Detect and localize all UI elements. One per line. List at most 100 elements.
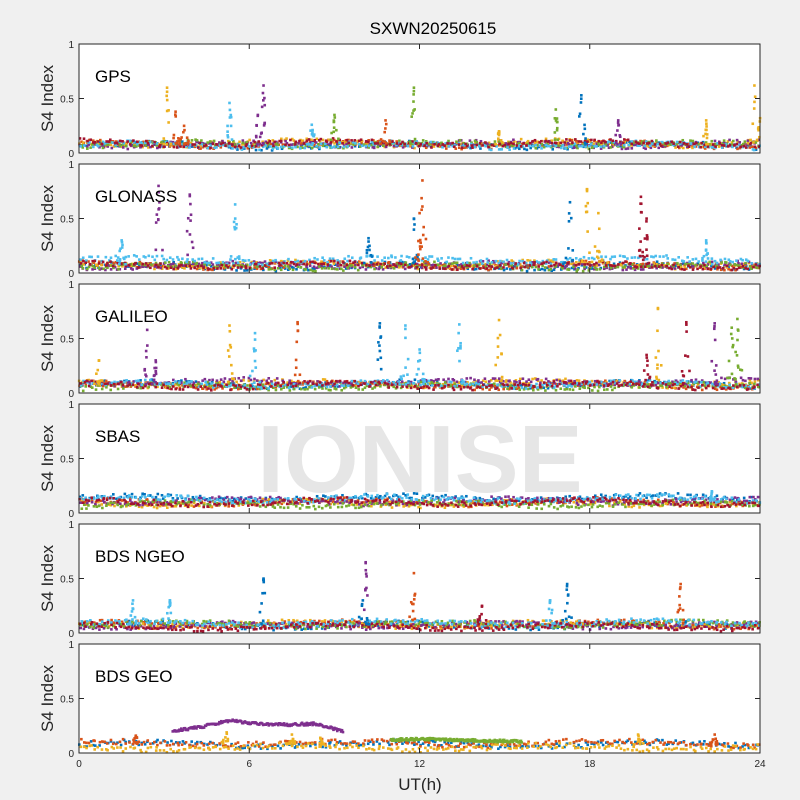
data-point bbox=[297, 141, 300, 145]
data-point bbox=[410, 264, 413, 268]
data-point bbox=[315, 383, 319, 386]
data-point bbox=[438, 267, 442, 270]
data-point bbox=[333, 138, 336, 142]
data-point bbox=[186, 385, 190, 389]
data-point bbox=[440, 141, 443, 145]
data-point bbox=[748, 381, 751, 385]
data-point bbox=[510, 387, 513, 390]
data-point bbox=[671, 258, 674, 261]
data-point bbox=[191, 260, 195, 264]
data-point bbox=[616, 143, 619, 146]
data-point bbox=[736, 147, 739, 151]
data-point bbox=[412, 109, 415, 112]
data-point bbox=[221, 139, 224, 143]
data-point bbox=[415, 253, 419, 257]
data-point bbox=[414, 141, 418, 145]
data-point bbox=[753, 95, 757, 99]
data-point bbox=[586, 201, 590, 205]
data-point bbox=[394, 264, 397, 268]
data-point bbox=[626, 147, 630, 150]
data-point bbox=[532, 388, 535, 392]
data-point bbox=[246, 146, 250, 150]
data-point bbox=[691, 258, 695, 261]
data-point bbox=[490, 143, 494, 147]
data-point bbox=[512, 261, 516, 265]
data-point bbox=[149, 378, 152, 382]
data-point bbox=[725, 266, 729, 269]
data-point bbox=[690, 385, 693, 389]
data-point bbox=[708, 260, 711, 264]
data-point bbox=[533, 138, 537, 142]
data-point bbox=[507, 260, 511, 264]
data-point bbox=[299, 387, 303, 391]
data-point bbox=[400, 143, 404, 147]
data-point bbox=[184, 145, 188, 148]
data-point bbox=[420, 245, 423, 248]
data-point bbox=[460, 265, 464, 268]
data-point bbox=[623, 379, 626, 383]
data-point bbox=[620, 147, 624, 151]
data-point bbox=[251, 384, 254, 388]
data-point bbox=[218, 144, 222, 147]
data-point bbox=[605, 382, 608, 385]
data-point bbox=[574, 264, 578, 267]
data-point bbox=[420, 259, 424, 262]
data-point bbox=[236, 384, 239, 387]
data-point bbox=[519, 383, 522, 387]
data-point bbox=[379, 262, 382, 266]
data-point bbox=[529, 261, 532, 264]
data-point bbox=[153, 258, 157, 262]
data-point bbox=[86, 267, 89, 271]
data-point bbox=[414, 256, 417, 259]
data-point bbox=[213, 388, 216, 391]
data-point bbox=[542, 381, 546, 384]
data-point bbox=[135, 142, 139, 146]
data-point bbox=[451, 141, 454, 145]
data-point bbox=[219, 142, 223, 146]
data-point bbox=[349, 384, 352, 387]
data-point bbox=[205, 263, 208, 267]
data-point bbox=[326, 260, 329, 264]
data-point bbox=[531, 386, 535, 390]
data-point bbox=[741, 142, 745, 146]
data-point bbox=[370, 143, 374, 147]
data-point bbox=[104, 268, 107, 272]
data-point bbox=[235, 222, 238, 226]
data-point bbox=[217, 261, 221, 265]
data-point bbox=[309, 384, 313, 388]
data-point bbox=[229, 255, 233, 258]
data-point bbox=[506, 387, 509, 390]
data-point bbox=[567, 145, 571, 148]
data-point bbox=[333, 385, 337, 389]
data-point bbox=[370, 255, 374, 258]
data-point bbox=[129, 141, 133, 144]
data-point bbox=[740, 385, 744, 389]
data-point bbox=[441, 145, 444, 149]
data-points bbox=[78, 84, 762, 152]
data-point bbox=[624, 383, 628, 387]
data-point bbox=[186, 142, 190, 145]
data-point bbox=[436, 381, 439, 385]
data-point bbox=[686, 385, 690, 389]
data-point bbox=[677, 387, 680, 390]
data-point bbox=[392, 267, 396, 270]
data-point bbox=[709, 267, 713, 271]
data-point bbox=[662, 255, 665, 258]
data-point bbox=[609, 385, 613, 388]
data-point bbox=[493, 382, 496, 386]
data-point bbox=[313, 256, 316, 260]
data-point bbox=[97, 267, 101, 270]
data-point bbox=[205, 387, 209, 391]
data-point bbox=[132, 263, 136, 266]
data-point bbox=[757, 128, 760, 132]
data-point bbox=[119, 247, 122, 251]
data-point bbox=[99, 143, 102, 146]
data-point bbox=[368, 383, 372, 386]
data-point bbox=[84, 383, 88, 387]
data-point bbox=[285, 141, 289, 145]
data-point bbox=[91, 268, 94, 271]
data-point bbox=[613, 255, 617, 258]
data-point bbox=[756, 377, 760, 381]
data-point bbox=[630, 256, 634, 259]
data-point bbox=[359, 145, 362, 148]
